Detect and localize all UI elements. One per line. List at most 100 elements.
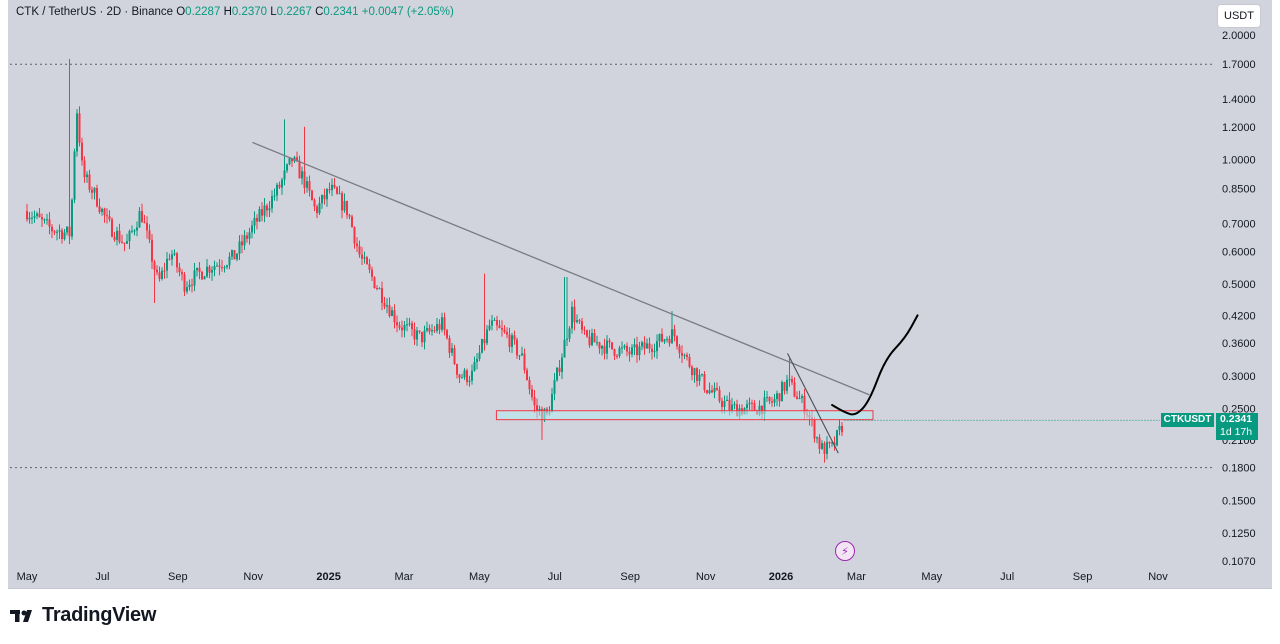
y-tick-label: 0.3000 <box>1222 371 1256 383</box>
candle-body <box>238 241 241 254</box>
candle-body <box>508 334 511 347</box>
candle-body <box>626 345 628 352</box>
candle-body <box>438 324 441 330</box>
candle-body <box>581 321 583 330</box>
chart-legend-header: CTK / TetherUS · 2D · Binance O0.2287 H0… <box>16 6 454 18</box>
candle-body <box>248 232 251 239</box>
open-label: O <box>176 6 186 18</box>
candle-body <box>158 272 161 279</box>
candle-body <box>786 379 788 391</box>
candle-body <box>781 382 783 402</box>
y-tick-label: 1.2000 <box>1222 122 1256 134</box>
short-trendline[interactable] <box>787 353 839 454</box>
candle-body <box>481 339 483 353</box>
change-value: +0.0047 (+2.05%) <box>361 6 454 18</box>
candle-body <box>273 195 276 197</box>
candle-body <box>126 241 128 244</box>
candle-body <box>816 437 818 439</box>
candle-body <box>768 396 771 402</box>
candle-body <box>196 267 198 271</box>
candle-body <box>468 380 471 382</box>
candle-body <box>301 171 303 179</box>
candle-body <box>676 336 678 347</box>
candle-body <box>121 241 123 243</box>
x-tick-label: Mar <box>395 571 414 583</box>
candle-body <box>208 266 211 273</box>
candle-body <box>663 339 666 342</box>
candle-body <box>818 437 821 449</box>
candle-body <box>433 330 436 332</box>
candle-body <box>446 330 448 339</box>
candle-body <box>213 266 216 270</box>
candle-body <box>678 346 681 353</box>
candle-body <box>128 231 131 242</box>
candle-body <box>498 325 501 328</box>
candlestick-chart[interactable]: 2.0000 1.7000 1.4000 1.2000 1.0000 0.8500 0.70… <box>0 0 1280 600</box>
candle-body <box>801 396 803 399</box>
support-zone[interactable] <box>495 410 874 421</box>
candle-body <box>586 330 588 337</box>
candle-body <box>441 317 443 330</box>
candle-body <box>718 389 721 401</box>
descending-trendline[interactable] <box>252 141 870 396</box>
candle-body <box>733 404 736 406</box>
candle-body <box>168 258 171 260</box>
candle-body <box>551 393 553 413</box>
tradingview-logo[interactable]: TradingView <box>10 604 156 627</box>
candle-body <box>198 267 201 272</box>
projection-drawing[interactable] <box>831 314 919 416</box>
candle-body <box>588 336 591 346</box>
candle-body <box>698 374 701 381</box>
candle-body <box>88 174 91 190</box>
candle-body <box>503 329 506 332</box>
chart-area[interactable] <box>8 0 1272 589</box>
candle-body <box>68 226 71 237</box>
candle-body <box>401 327 403 331</box>
candle-body <box>51 226 53 232</box>
candle-body <box>476 358 478 362</box>
candle-body <box>778 393 781 402</box>
lightning-icon[interactable]: ⚡ <box>835 541 855 561</box>
candle-body <box>776 393 778 400</box>
candle-body <box>176 253 178 268</box>
x-tick-label: Nov <box>243 571 263 583</box>
candle-body <box>156 269 158 273</box>
candle-body <box>183 274 186 292</box>
high-value: 0.2370 <box>231 6 268 18</box>
candle-body <box>826 441 828 454</box>
candle-body <box>681 352 683 356</box>
candle-body <box>341 193 343 211</box>
y-tick-label: 0.1800 <box>1222 463 1256 475</box>
current-price: 0.2341 <box>1220 413 1253 426</box>
candle-body <box>783 382 786 391</box>
candle-body <box>28 217 31 220</box>
candle-body <box>506 331 508 335</box>
candle-body <box>471 370 473 381</box>
candle-body <box>366 257 368 265</box>
candle-body <box>443 317 446 331</box>
candle-body <box>633 344 636 348</box>
candle-body <box>33 216 36 218</box>
candle-body <box>478 352 481 359</box>
candle-body <box>558 367 561 373</box>
y-tick-label: 2.0000 <box>1222 30 1256 42</box>
currency-button[interactable]: USDT <box>1217 4 1261 28</box>
candle-body <box>766 396 768 398</box>
x-tick-label: Sep <box>1073 571 1093 583</box>
candle-body <box>583 329 586 331</box>
candle-body <box>261 209 263 216</box>
candle-body <box>378 288 381 290</box>
candle-body <box>81 142 83 161</box>
candle-body <box>96 188 98 207</box>
y-tick-label: 0.1500 <box>1222 495 1256 507</box>
candle-body <box>836 430 838 446</box>
candle-body <box>841 425 843 433</box>
candle-body <box>361 254 363 259</box>
candle-body <box>151 239 153 262</box>
candle-body <box>78 113 81 143</box>
candle-body <box>73 151 76 200</box>
candle-body <box>236 253 238 260</box>
candle-body <box>388 305 391 317</box>
candle-body <box>336 187 338 194</box>
candle-body <box>318 203 321 214</box>
